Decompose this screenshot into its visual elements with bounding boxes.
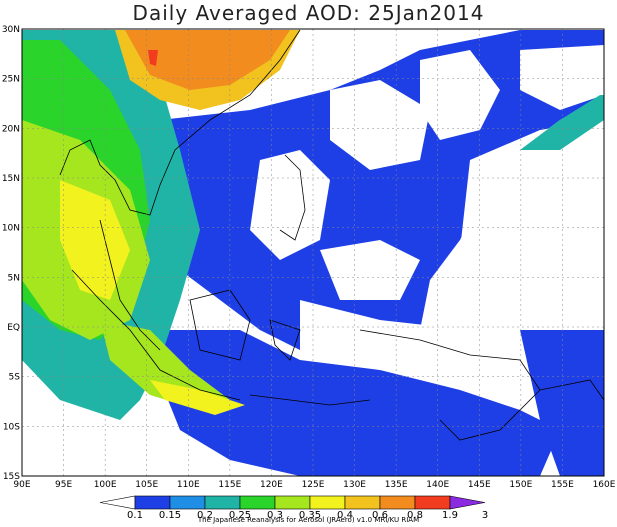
lon-tick-label: 125E: [302, 480, 325, 490]
colorbar-swatch: [204, 495, 241, 510]
longitude-labels: 90E 95E 100E 105E 110E 115E 120E 125E 130E 135E 14…: [13, 480, 615, 490]
colorbar-swatch: [169, 495, 206, 510]
colorbar-swatch: [99, 495, 136, 510]
lat-tick-label: 15N: [2, 174, 20, 184]
lat-tick-label: 10N: [2, 224, 20, 234]
aod-field: [22, 30, 604, 476]
colorbar-level-label: 1.9: [442, 510, 458, 521]
colorbar-level-label: 0.2: [197, 510, 213, 521]
colorbar-level-label: 0.15: [159, 510, 181, 521]
colorbar-level-label: 0.3: [267, 510, 283, 521]
lat-tick-label: EQ: [7, 323, 20, 333]
colorbar-level-label: 0.8: [407, 510, 423, 521]
map-frame: [21, 28, 605, 477]
colorbar-swatch: [274, 495, 311, 510]
colorbar-level-label: 3: [482, 510, 488, 521]
colorbar-swatch: [414, 495, 451, 510]
colorbar-swatch: [379, 495, 416, 510]
map-title: Daily Averaged AOD: 25Jan2014: [132, 1, 485, 25]
colorbar-swatch: [449, 495, 486, 510]
colorbar-swatch: [309, 495, 346, 510]
lat-tick-label: 10S: [3, 422, 20, 432]
lat-tick-label: 30N: [2, 25, 20, 35]
lat-tick-label: 5S: [9, 373, 21, 383]
colorbar-level-label: 0.6: [372, 510, 388, 521]
lon-tick-label: 135E: [385, 480, 408, 490]
lon-tick-label: 95E: [55, 480, 72, 490]
lon-tick-label: 115E: [218, 480, 241, 490]
lon-tick-label: 120E: [260, 480, 283, 490]
lat-tick-label: 20N: [2, 124, 20, 134]
grid-lines: [22, 29, 604, 476]
latitude-labels: 30N 25N 20N 15N 10N 5N EQ 5S 10S 15S: [2, 25, 20, 482]
colorbar-swatch: [344, 495, 381, 510]
lon-tick-label: 145E: [468, 480, 491, 490]
lat-tick-label: 25N: [2, 75, 20, 85]
lat-tick-label: 5N: [8, 273, 20, 283]
lon-tick-label: 155E: [551, 480, 574, 490]
lon-tick-label: 105E: [135, 480, 158, 490]
lon-tick-label: 160E: [593, 480, 616, 490]
credit-text: The Japanese Reanalysis for Aerosol (JRA…: [197, 516, 420, 524]
colorbar-level-label: 0.35: [299, 510, 321, 521]
colorbar-swatch: [239, 495, 276, 510]
lat-tick-label: 15S: [3, 472, 20, 482]
colorbar-level-label: 0.1: [127, 510, 143, 521]
lon-tick-label: 150E: [509, 480, 532, 490]
colorbar-swatch: [134, 495, 171, 510]
colorbar-level-label: 0.4: [337, 510, 353, 521]
lon-tick-label: 90E: [13, 480, 30, 490]
lon-tick-label: 110E: [177, 480, 200, 490]
coastlines: [59, 29, 605, 441]
lon-tick-label: 130E: [343, 480, 366, 490]
colorbar: 0.1 0.15 0.2 0.25 0.3 0.35 0.4 0.6 0.8 1.9 3: [99, 495, 488, 521]
colorbar-level-label: 0.25: [229, 510, 251, 521]
lon-tick-label: 140E: [426, 480, 449, 490]
lon-tick-label: 100E: [94, 480, 117, 490]
